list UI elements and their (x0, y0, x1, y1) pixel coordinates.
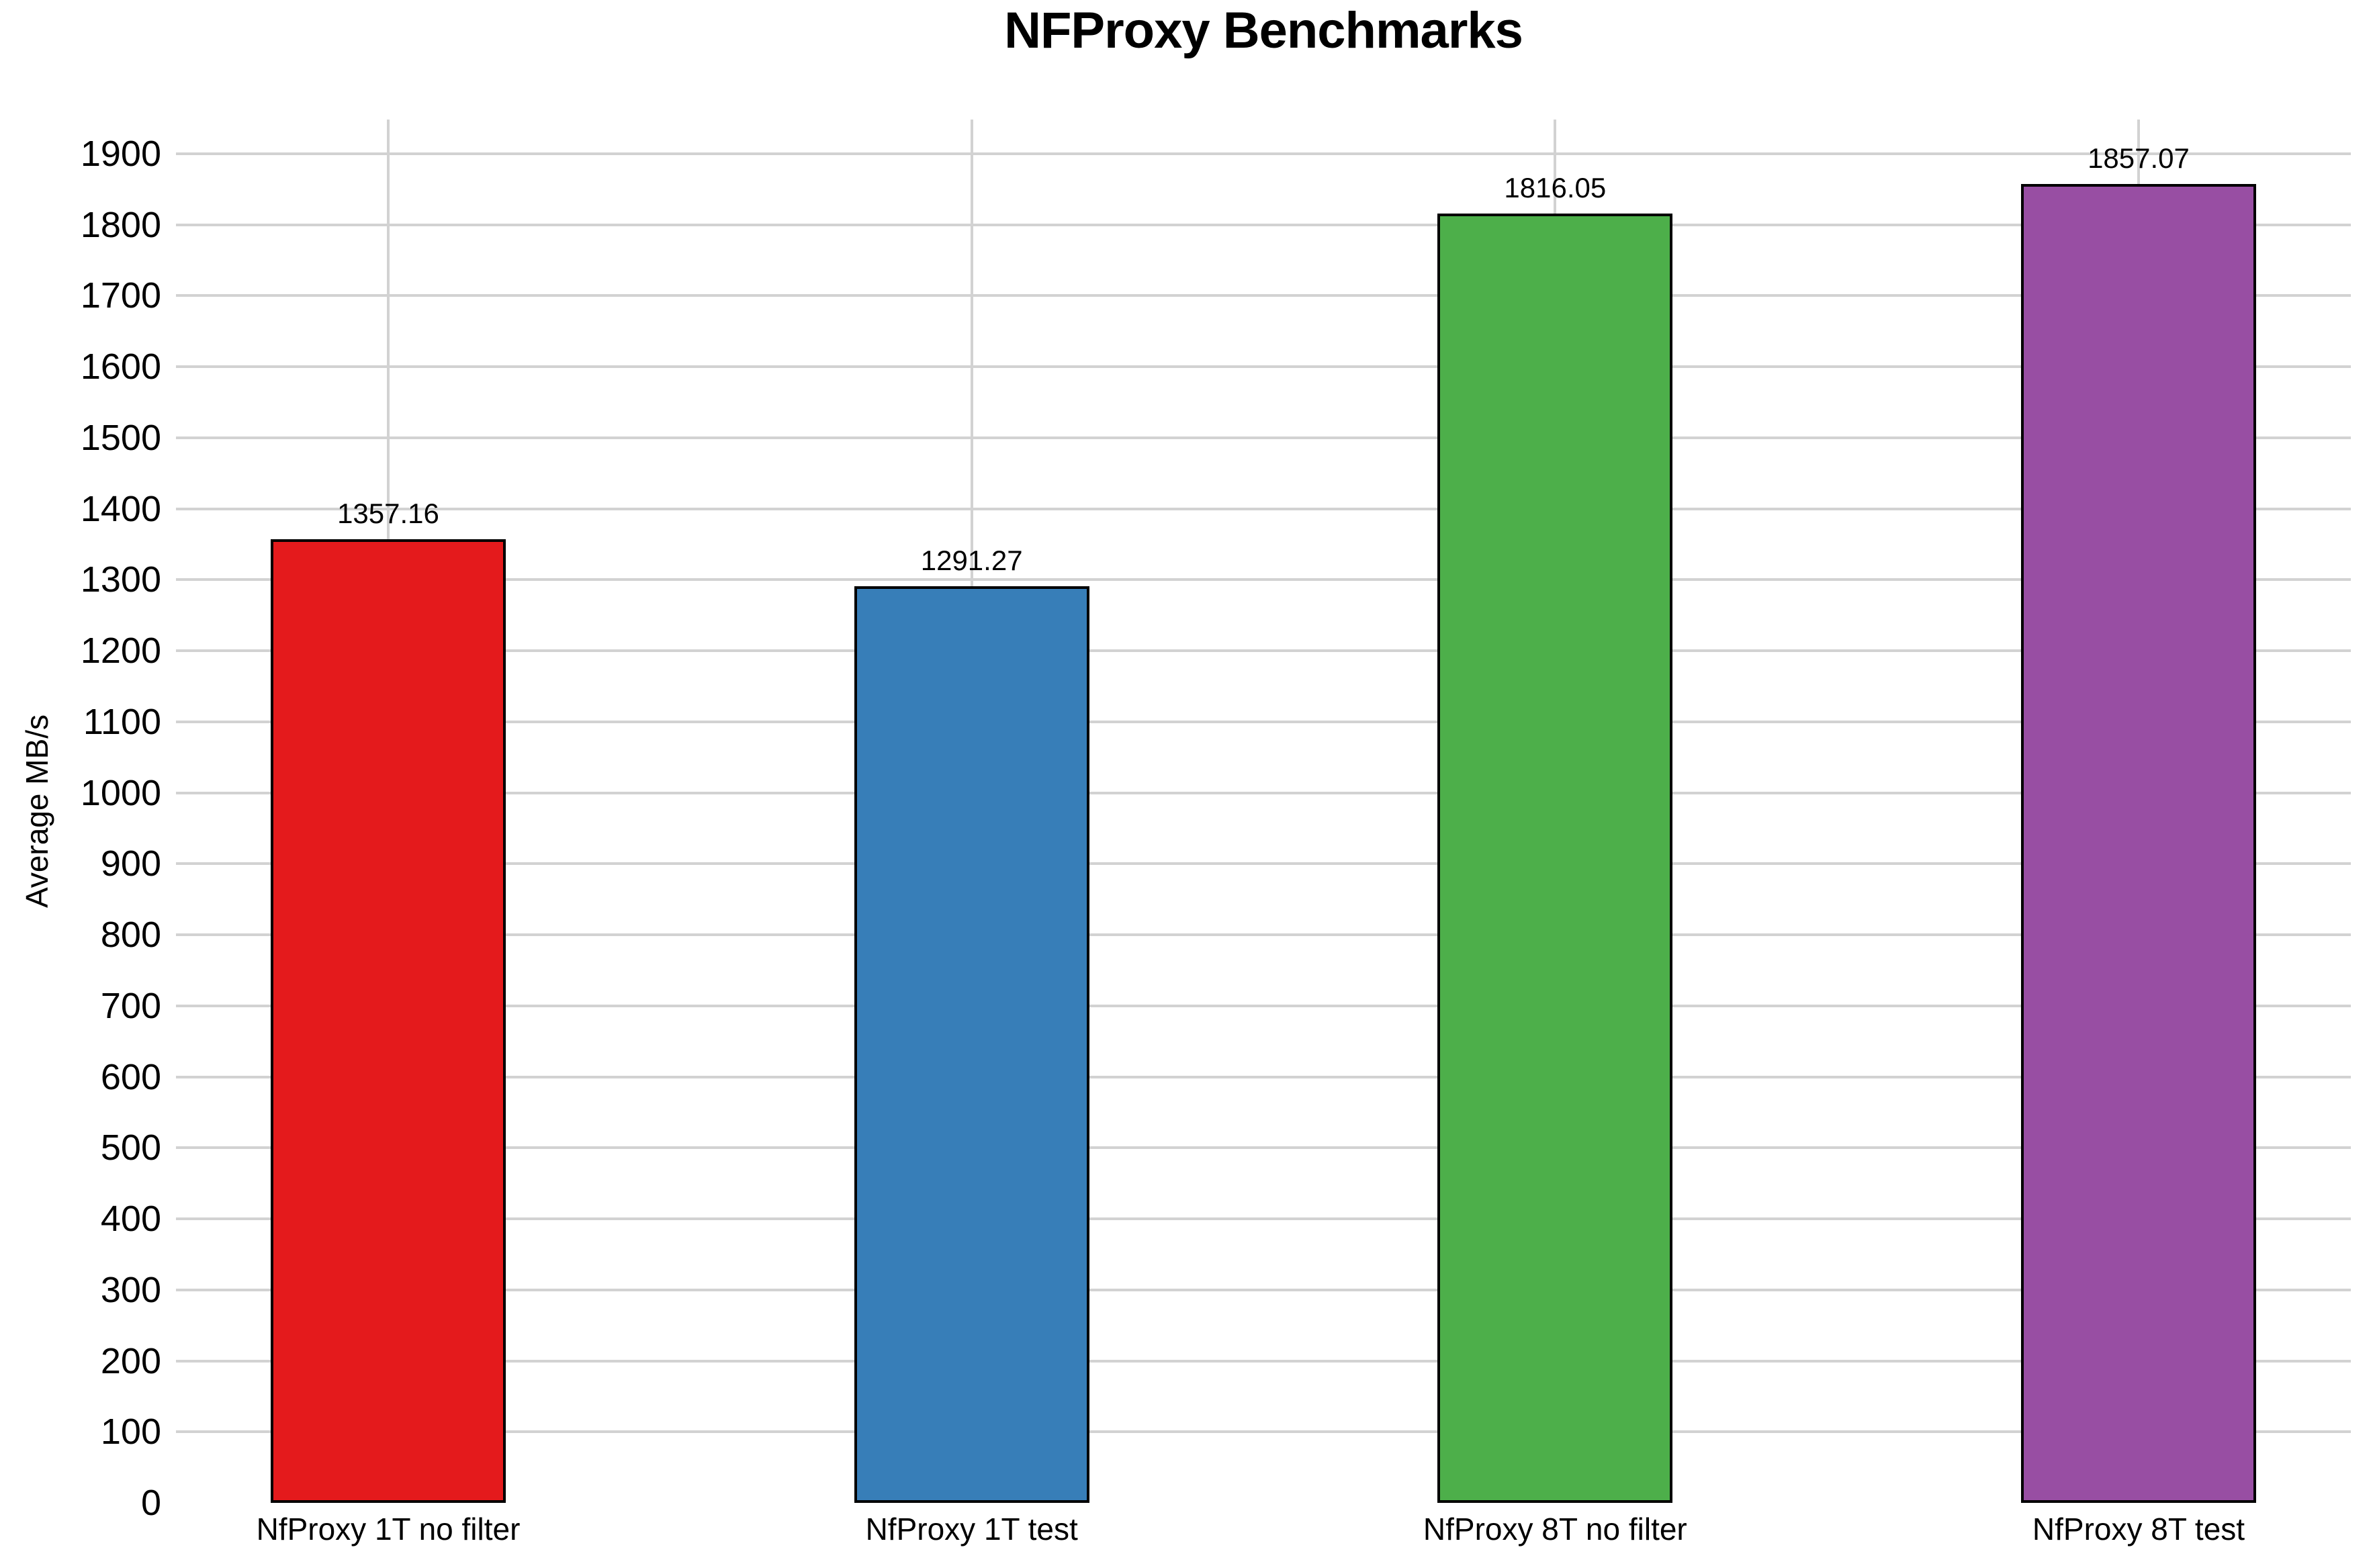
gridline-horizontal (176, 1146, 2351, 1150)
gridline-horizontal (176, 507, 2351, 510)
y-tick-label: 1200 (80, 631, 161, 671)
gridline-horizontal (176, 1004, 2351, 1007)
y-tick-label: 0 (140, 1483, 161, 1523)
y-tick-label: 1700 (80, 275, 161, 316)
y-tick-label: 500 (100, 1127, 161, 1168)
bar-value-label: 1816.05 (1504, 171, 1607, 203)
gridline-horizontal (176, 152, 2351, 155)
x-tick-label: NfProxy 8T test (2032, 1512, 2245, 1547)
gridline-horizontal (176, 578, 2351, 582)
bar-value-label: 1291.27 (920, 544, 1023, 576)
gridline-horizontal (176, 649, 2351, 653)
bar-value-label: 1357.16 (337, 497, 439, 529)
y-tick-label: 200 (100, 1340, 161, 1381)
gridline-horizontal (176, 365, 2351, 369)
gridline-horizontal (176, 294, 2351, 297)
bar-value-label: 1857.07 (2088, 142, 2190, 175)
y-tick-label: 300 (100, 1269, 161, 1310)
bar-1 (271, 539, 506, 1503)
x-tick-label: NfProxy 1T test (865, 1512, 1078, 1547)
gridline-horizontal (176, 791, 2351, 794)
y-tick-label: 100 (100, 1412, 161, 1452)
y-tick-label: 700 (100, 985, 161, 1026)
gridline-horizontal (176, 1288, 2351, 1291)
y-tick-label: 1300 (80, 559, 161, 600)
y-tick-label: 1400 (80, 488, 161, 529)
bar-4 (2021, 184, 2256, 1503)
gridline-horizontal (176, 862, 2351, 866)
y-tick-label: 1600 (80, 347, 161, 387)
y-tick-label: 1900 (80, 133, 161, 174)
y-tick-label: 1000 (80, 772, 161, 813)
y-tick-label: 1100 (83, 701, 161, 742)
gridline-horizontal (176, 1430, 2351, 1434)
gridline-horizontal (176, 1075, 2351, 1078)
y-tick-label: 900 (100, 843, 161, 884)
gridline-horizontal (176, 1217, 2351, 1221)
gridline-horizontal (176, 933, 2351, 937)
y-tick-label: 1800 (80, 204, 161, 245)
y-axis-tick-labels: 0 100 200 300 400 500 600 700 800 900 1000 1100 1200… (0, 0, 161, 1568)
gridline-horizontal (176, 436, 2351, 439)
chart-title: NFProxy Benchmarks (1004, 2, 1523, 59)
x-tick-label: NfProxy 1T no filter (256, 1512, 521, 1547)
gridline-horizontal (176, 1359, 2351, 1363)
bar-2 (854, 586, 1089, 1503)
bar-3 (1437, 213, 1673, 1503)
y-tick-label: 1500 (80, 417, 161, 458)
y-tick-label: 800 (100, 915, 161, 955)
gridline-horizontal (176, 223, 2351, 226)
x-tick-label: NfProxy 8T no filter (1423, 1512, 1687, 1547)
y-tick-label: 400 (100, 1199, 161, 1239)
plot-area: 1357.16 1291.27 1816.05 1857.07 (176, 120, 2351, 1503)
gridline-horizontal (176, 720, 2351, 723)
y-tick-label: 600 (100, 1056, 161, 1097)
